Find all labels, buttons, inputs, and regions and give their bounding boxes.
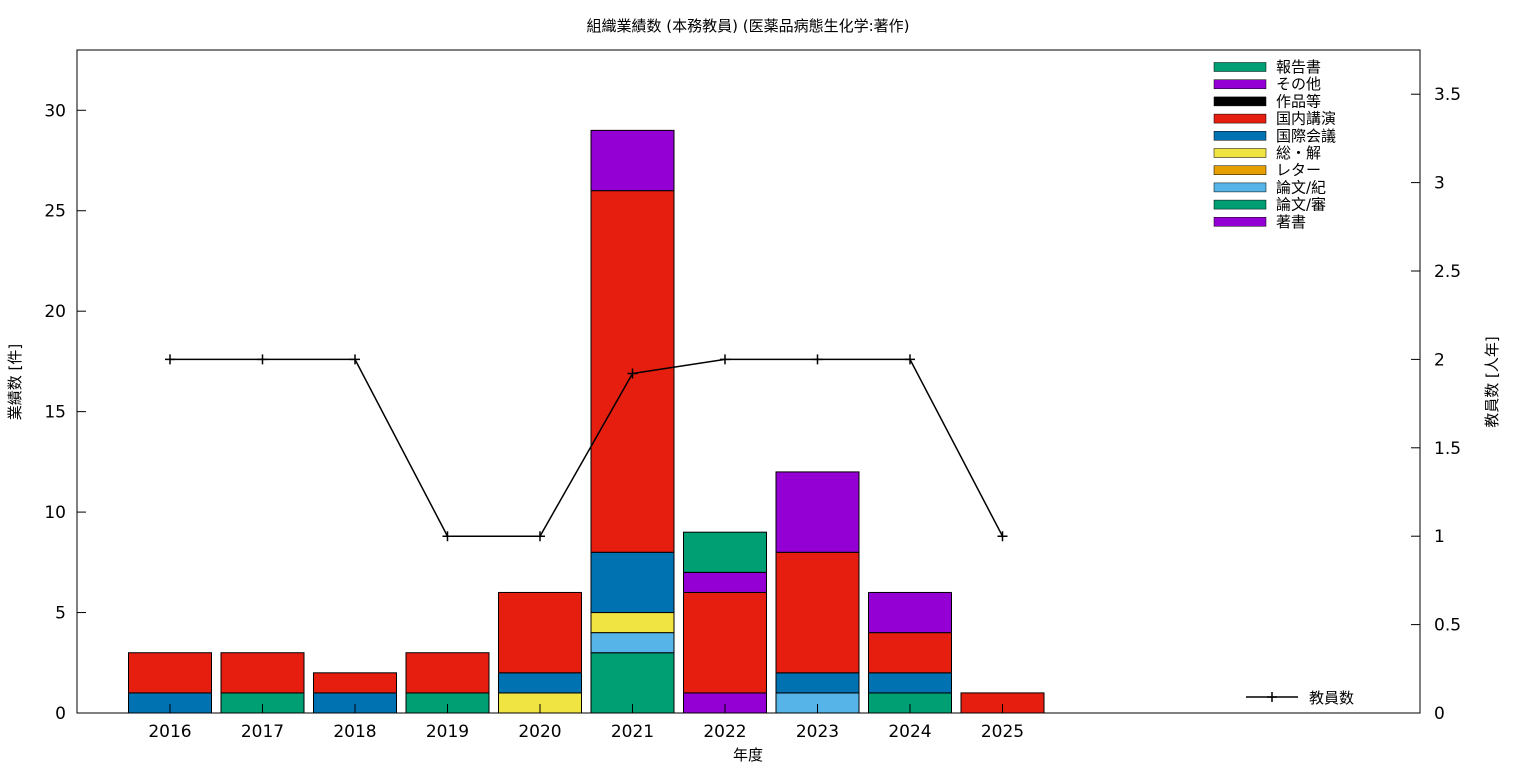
legend-label: 論文/紀 [1276,178,1326,196]
y2-tick-label: 0 [1434,704,1445,724]
line-point-2023 [812,354,823,365]
y-tick-label: 5 [55,604,66,624]
line-point-2019 [442,531,453,542]
x-tick-label: 2021 [611,722,654,742]
y2-tick-label: 0.5 [1434,616,1461,636]
bar-2021-series-5 [590,551,675,614]
legend-label: 論文/審 [1276,196,1326,214]
legend-label: その他 [1276,75,1321,93]
bar-2024-series-6 [868,632,952,674]
legend-swatch [1213,217,1267,227]
x-tick-label: 2025 [981,722,1024,742]
y2-tick-label: 2 [1434,350,1445,370]
line-point-2024 [905,354,915,365]
line-point-2016 [165,354,175,365]
bar-2020-series-5 [498,672,582,694]
bar-2021-series-4 [590,612,675,634]
legend-swatch [1213,62,1267,72]
legend-line-label: 教員数 [1309,689,1354,707]
x-tick-label: 2022 [703,722,746,742]
legend-label: 著書 [1276,213,1306,231]
bar-2016-series-6 [128,652,212,694]
bar-2021-series-8 [590,129,675,192]
line-point-2021 [627,368,638,379]
legend-swatch [1213,96,1267,107]
legend-swatch [1213,182,1267,193]
y-tick-label: 30 [44,101,66,121]
bars-layer [128,129,1045,714]
bar-2022-series-8 [683,571,767,593]
bar-2023-series-6 [775,551,860,674]
line-layer [165,354,1008,542]
x-tick-label: 2020 [518,722,561,742]
bar-2018-series-6 [313,672,397,694]
legend-swatch [1213,79,1267,89]
bar-2023-series-8 [775,471,860,553]
y2-tick-label: 1.5 [1434,439,1461,459]
legend-line-marker [1267,692,1277,702]
line-point-2025 [997,531,1008,542]
y-tick-label: 20 [44,302,66,322]
x-tick-label: 2023 [796,722,839,742]
legend-label: 報告書 [1276,58,1321,76]
y-tick-label: 0 [55,704,66,724]
legend-label: 総・解 [1276,144,1321,162]
y2-tick-label: 1 [1434,527,1445,547]
bar-2022-series-9 [683,531,767,573]
y-tick-label: 15 [44,403,66,423]
y-tick-label: 25 [44,202,66,222]
chart-title: 組織業績数 (本務教員) (医薬品病態生化学:著作) [586,17,909,35]
bar-2021-series-2 [590,632,675,654]
y2-tick-label: 3 [1434,174,1445,194]
x-tick-label: 2018 [333,722,376,742]
bar-2024-series-8 [868,591,952,634]
line-point-2022 [720,354,730,365]
y2-tick-label: 3.5 [1434,85,1461,105]
x-tick-label: 2016 [148,722,191,742]
bar-2022-series-6 [683,591,767,694]
legend-label: 国際会議 [1276,127,1336,145]
bar-2023-series-5 [775,672,860,694]
x-tick-label: 2024 [888,722,931,742]
legend-label: 作品等 [1276,92,1321,110]
y-tick-label: 10 [44,503,66,523]
legend-swatch [1213,113,1267,124]
legend-label: レター [1276,161,1321,179]
x-tick-label: 2017 [241,722,284,742]
y2-tick-label: 2.5 [1434,262,1461,282]
line-point-2018 [350,354,360,365]
line-point-2017 [257,354,268,365]
legend-swatch [1213,148,1267,158]
legend-label: 国内講演 [1276,110,1336,128]
x-axis-label: 年度 [733,746,763,764]
legend-swatch [1213,165,1267,175]
legend-swatch [1213,199,1267,210]
bar-2021-series-1 [590,652,675,714]
legend-swatch [1213,131,1267,141]
x-tick-label: 2019 [426,722,469,742]
line-point-2020 [535,531,545,542]
bar-2024-series-5 [868,672,952,694]
bar-2019-series-6 [405,652,490,694]
line-series-teachers [170,358,1004,537]
bar-2020-series-6 [498,591,582,674]
y-axis-label: 業績数 [件] [6,344,24,420]
y2-axis-label: 教員数 [人年] [1483,336,1501,427]
bar-2017-series-6 [220,652,305,694]
